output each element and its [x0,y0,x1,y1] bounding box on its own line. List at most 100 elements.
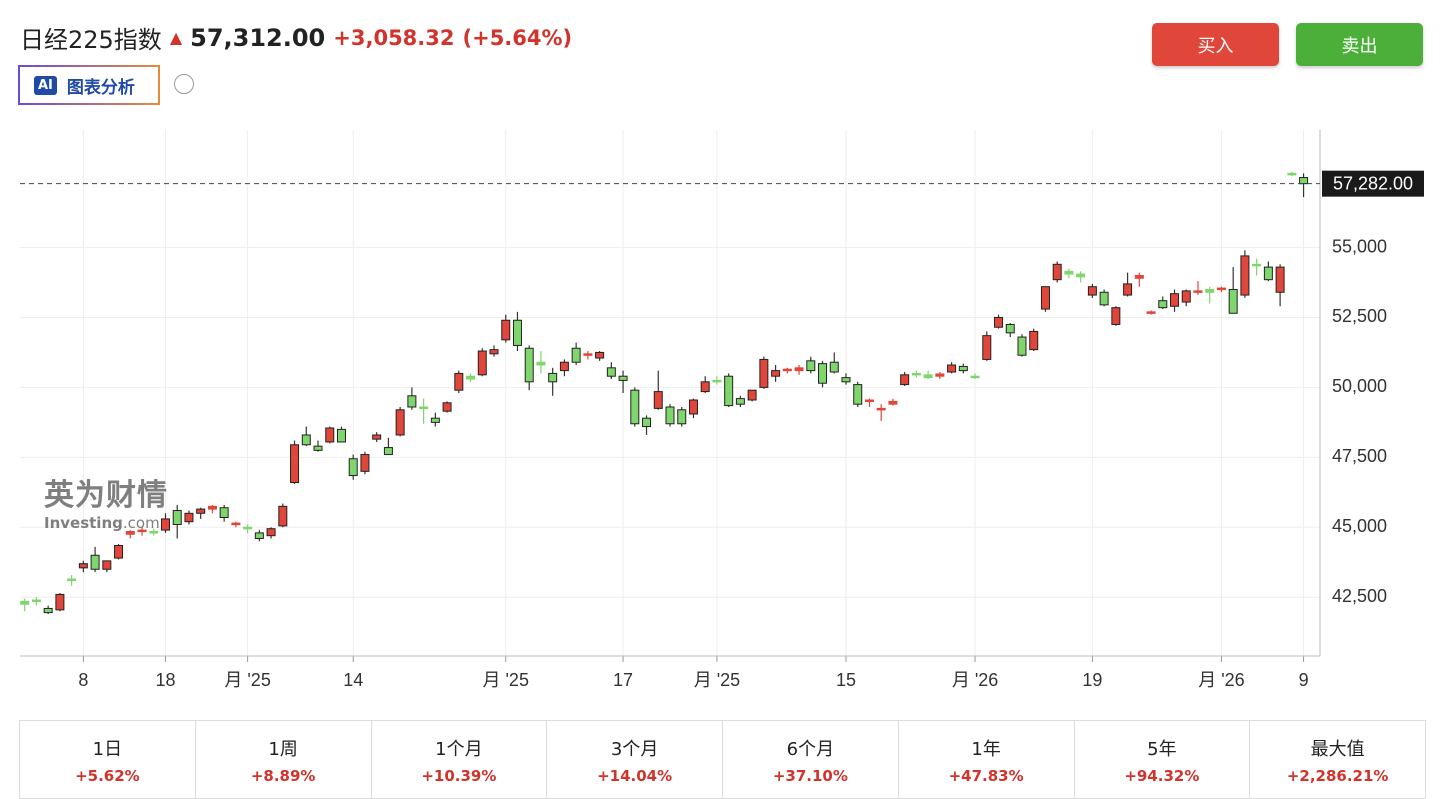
candle-body [102,560,112,570]
candle-body [1216,287,1226,291]
candle-body [958,365,968,372]
candle-body [970,375,980,379]
candle-body [336,428,346,443]
candle-body [935,373,945,377]
candle-body [407,395,417,408]
candle-body [1170,293,1180,307]
period-change: +2,286.21% [1286,766,1389,785]
period-change: +94.32% [1124,766,1200,785]
x-tick-label: 14 [343,670,363,690]
candle-body [536,361,546,366]
header: 日经225指数 ▲ 57,312.00 +3,058.32 (+5.64%) [20,20,572,55]
period-cell[interactable]: 3个月 +14.04% [547,721,723,798]
period-cell[interactable]: 1日 +5.62% [20,721,196,798]
period-cell[interactable]: 6个月 +37.10% [723,721,899,798]
candle-body [207,505,217,510]
candle-body [67,578,77,582]
candle-body [125,530,135,535]
candle-body [806,360,816,372]
candle-body [477,350,487,376]
price-label: 57,282.00 [1333,173,1413,193]
up-arrow: ▲ [169,28,183,47]
period-change: +5.62% [75,766,140,785]
candle-body [55,593,65,611]
watermark-brand: 英为财情 [44,478,168,513]
buy-button[interactable]: 买入 [1152,23,1279,66]
candle-body [43,607,53,614]
candle-body [1040,286,1050,310]
candle-body [501,319,511,341]
candle-body [1205,288,1215,293]
candle-body [325,427,335,443]
candle-body [759,358,769,388]
performance-table: 1日 +5.62% 1周 +8.89% 1个月 +10.39% 3个月 +14.04% 6个月 +… [19,720,1426,799]
y-tick-label: 55,000 [1332,236,1387,256]
candle-body [1087,286,1097,296]
candle-body [360,454,370,472]
price: 57,312.00 [190,23,326,52]
candle-body [771,370,781,377]
ai-analysis-button[interactable]: AI 图表分析 [18,65,160,105]
candle-body [90,554,100,570]
period-label: 6个月 [786,738,835,760]
candle-body [677,409,687,425]
candle-body [301,434,311,446]
candle-body [524,347,534,383]
candle-body [606,367,616,377]
sell-button[interactable]: 卖出 [1296,23,1423,66]
candle-body [548,372,558,383]
candle-body [1076,273,1086,278]
candle-body [876,407,886,411]
x-tick-label: 月 '25 [224,670,270,690]
change-pct: (+5.64%) [462,25,573,50]
x-tick-label: 15 [836,670,856,690]
candle-body [1146,311,1156,314]
y-tick-label: 45,000 [1332,516,1387,536]
period-change: +8.89% [250,766,316,785]
candle-body [829,361,839,373]
candle-body [947,364,957,373]
candle-body [430,417,440,423]
candle-body [1052,263,1062,281]
x-tick-label: 月 '26 [1198,670,1244,690]
candle-body [642,417,652,428]
candle-body [172,510,182,526]
watermark-site-name: Investing [44,514,123,532]
candle-body [1111,307,1121,325]
period-cell[interactable]: 1年 +47.83% [899,721,1075,798]
period-cell[interactable]: 5年 +94.32% [1075,721,1251,798]
candle-body [1029,330,1039,351]
candle-body [266,528,276,537]
candle-body [571,347,581,363]
period-change: +47.83% [948,766,1024,785]
candle-body [1252,263,1262,267]
info-icon[interactable] [174,74,194,94]
candle-body [665,406,675,425]
candle-body [1263,266,1273,281]
watermark: 英为财情 Investing.com [44,470,168,532]
candle-body [231,522,241,526]
x-tick-label: 月 '26 [952,670,998,690]
candle-body [794,367,804,372]
candle-body [630,389,640,425]
candle-body [911,372,921,376]
period-change: +14.04% [597,766,673,785]
candle-body [196,508,206,514]
period-cell[interactable]: 1周 +8.89% [196,721,372,798]
candle-body [1193,290,1203,293]
candle-body [454,372,464,391]
period-cell[interactable]: 1个月 +10.39% [372,721,548,798]
y-tick-label: 42,500 [1332,586,1387,606]
candle-body [78,563,88,569]
period-cell[interactable]: 最大值 +2,286.21% [1250,721,1425,798]
candle-body [1064,270,1074,275]
candle-body [442,402,452,412]
watermark-site: Investing.com [44,514,168,532]
candle-body [653,391,663,409]
candle-body [583,353,593,356]
candle-body [982,335,992,360]
candle-body [278,505,288,527]
ai-badge: AI [34,75,57,95]
candle-body [466,375,476,380]
